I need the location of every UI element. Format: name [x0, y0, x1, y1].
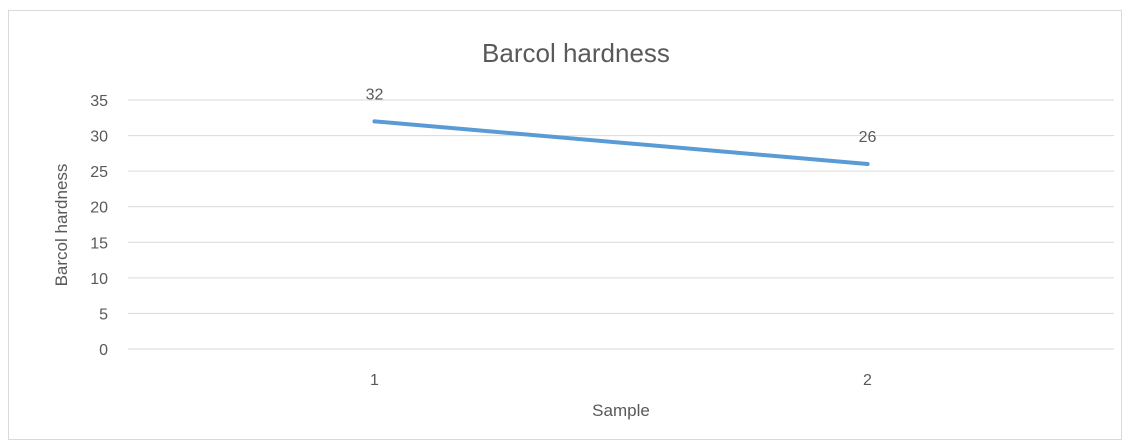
data-label: 26 — [859, 129, 877, 146]
data-point — [372, 119, 377, 124]
series-line — [372, 119, 870, 167]
y-tick-label: 25 — [90, 164, 108, 181]
y-tick-label: 0 — [99, 342, 108, 359]
y-tick-label: 10 — [90, 271, 108, 288]
data-point — [865, 162, 870, 167]
x-tick-label: 1 — [370, 372, 379, 389]
data-label: 32 — [366, 86, 384, 103]
y-tick-label: 30 — [90, 129, 108, 146]
chart-title: Barcol hardness — [482, 38, 670, 68]
x-axis-label: Sample — [592, 401, 650, 420]
y-tick-label: 20 — [90, 200, 108, 217]
chart-frame — [8, 10, 1122, 440]
grid-layer — [128, 99, 1114, 350]
y-tick-label: 35 — [90, 93, 108, 110]
series-layer — [372, 119, 870, 167]
y-tick-label: 5 — [99, 306, 108, 323]
x-tick-label: 2 — [863, 372, 872, 389]
y-tick-layer: 0 5 10 15 20 25 30 35 — [90, 93, 108, 359]
data-label-layer: 32 26 — [366, 86, 877, 146]
y-tick-label: 15 — [90, 235, 108, 252]
y-axis-label: Barcol hardness — [52, 164, 71, 287]
